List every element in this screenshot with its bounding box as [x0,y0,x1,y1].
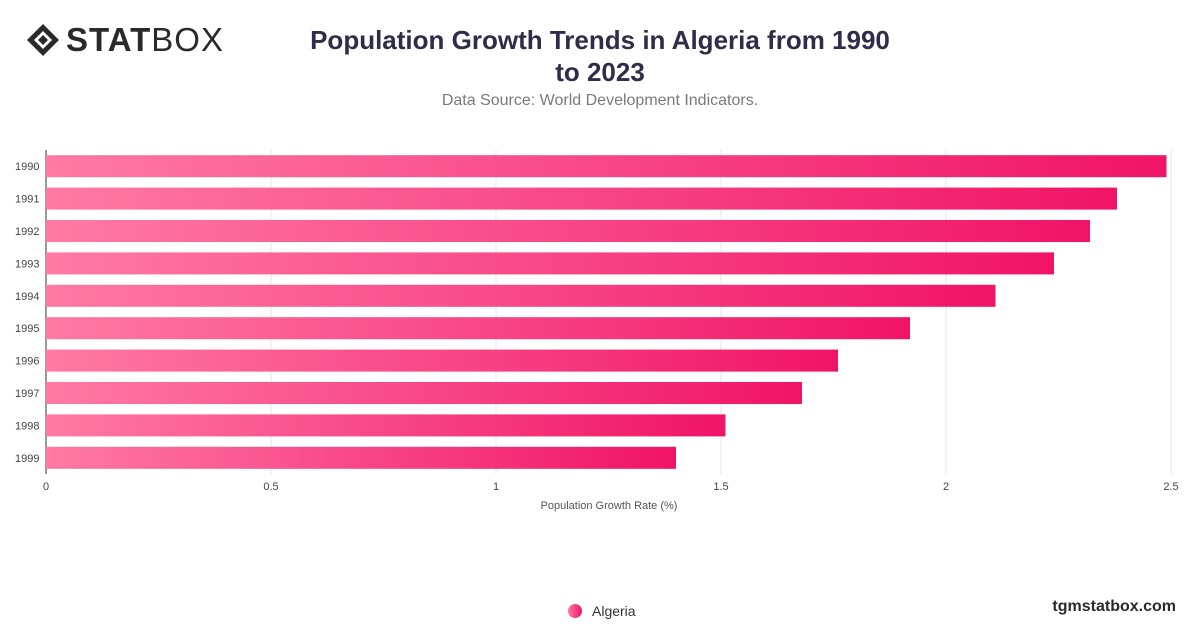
y-tick-label: 1996 [15,356,39,368]
bar-1995[interactable] [46,317,910,340]
y-tick-label: 1992 [15,226,39,238]
bar-1996[interactable] [46,349,838,372]
legend-marker [568,604,582,618]
y-tick-label: 1997 [15,388,39,400]
y-tick-label: 1995 [15,323,39,335]
logo-text-light: BOX [151,21,224,58]
x-tick-label: 1 [493,481,499,493]
y-tick-label: 1991 [15,194,39,206]
chart-title: Population Growth Trends in Algeria from… [310,25,890,87]
x-tick-label: 1.5 [713,481,728,493]
y-tick-label: 1990 [15,161,39,173]
x-tick-label: 2 [943,481,949,493]
legend-label: Algeria [592,603,636,619]
statbox-logo: STATBOX [26,22,224,58]
x-axis-title: Population Growth Rate (%) [541,500,678,512]
y-tick-label: 1999 [15,453,39,465]
bar-1993[interactable] [46,252,1054,275]
watermark: tgmstatbox.com [1052,598,1176,615]
legend[interactable]: Algeria [568,603,636,619]
x-tick-label: 0 [43,481,49,493]
x-tick-label: 0.5 [263,481,278,493]
bar-1999[interactable] [46,446,676,469]
diamond-logo-icon [27,24,59,56]
bar-1990[interactable] [46,155,1167,178]
bar-1994[interactable] [46,284,996,307]
bar-1997[interactable] [46,381,802,405]
x-tick-label: 2.5 [1163,481,1178,493]
bar-1991[interactable] [46,187,1117,210]
y-tick-label: 1998 [15,420,39,432]
bar-1998[interactable] [46,414,726,437]
y-tick-label: 1994 [15,291,39,303]
bar-1992[interactable] [46,219,1090,243]
y-tick-label: 1993 [15,258,39,270]
chart-subtitle: Data Source: World Development Indicator… [441,92,759,109]
logo-text-bold: STAT [66,21,152,58]
